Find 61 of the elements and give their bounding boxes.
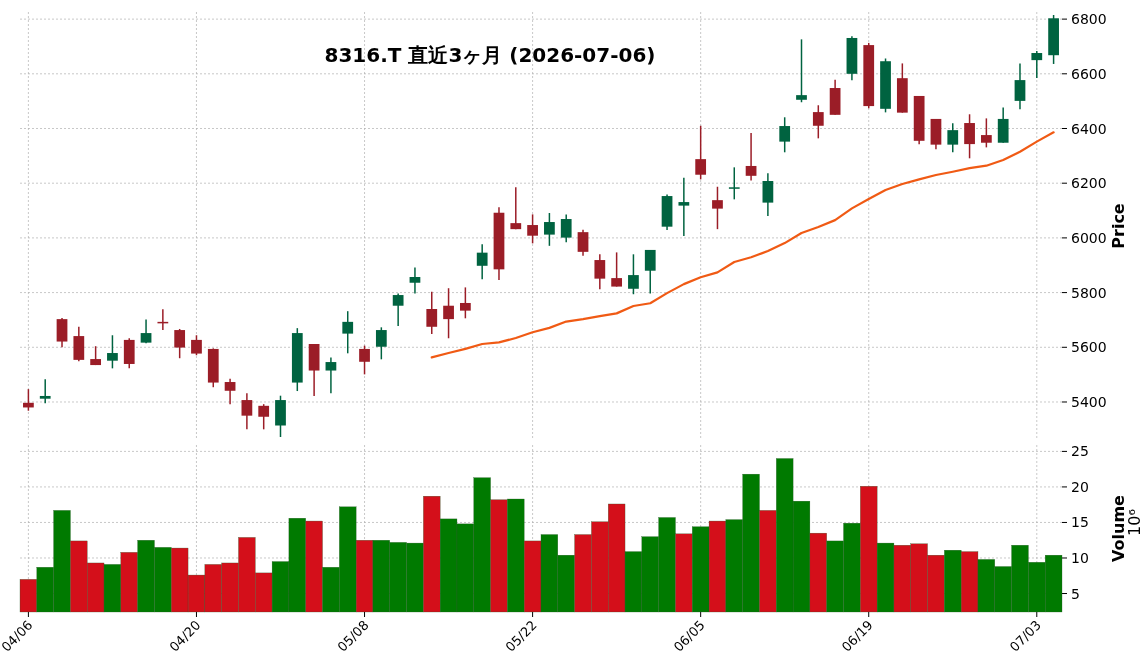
candlestick xyxy=(544,212,555,247)
candlestick xyxy=(426,291,438,335)
candlestick xyxy=(611,251,623,288)
candlestick xyxy=(73,326,85,362)
candlestick xyxy=(1014,62,1026,111)
candlestick xyxy=(527,213,538,245)
y-tick-label: 6000 xyxy=(1071,229,1107,246)
text: 8316.T 直近3ヶ月 (2026-07-06) xyxy=(324,43,656,67)
y-axis-title: Price xyxy=(1109,203,1128,249)
candlestick xyxy=(762,172,774,217)
candlestick xyxy=(577,228,589,257)
y-tick-label: 15 xyxy=(1071,514,1089,531)
candlestick xyxy=(947,122,959,154)
y-tick-label: 6600 xyxy=(1071,65,1107,82)
candlestick xyxy=(107,334,118,370)
y-tick-label: 5600 xyxy=(1071,339,1107,356)
candlestick xyxy=(678,176,690,237)
candlestick xyxy=(712,186,723,230)
candlestick xyxy=(459,286,471,320)
y-tick-label: 5400 xyxy=(1071,393,1107,410)
candlestick xyxy=(224,377,236,405)
candlestick xyxy=(325,356,337,394)
candlestick xyxy=(779,116,791,154)
candlestick xyxy=(174,328,186,359)
text: 10⁶ xyxy=(1125,509,1144,536)
candlestick xyxy=(745,132,757,182)
candlestick xyxy=(997,106,1009,144)
candlestick xyxy=(258,403,270,431)
candlestick xyxy=(191,334,202,356)
candlestick xyxy=(510,186,522,230)
candlestick xyxy=(39,378,51,405)
line-series xyxy=(430,131,1055,359)
candlestick xyxy=(560,213,572,244)
candlestick xyxy=(476,243,488,280)
candlestick xyxy=(980,117,992,149)
candlestick xyxy=(392,292,404,327)
candlestick xyxy=(409,266,421,295)
candlestick xyxy=(644,249,656,295)
candlestick xyxy=(728,166,740,201)
y-tick-label: 5800 xyxy=(1071,284,1107,301)
candlestick xyxy=(1031,50,1043,79)
candlestick xyxy=(342,310,354,355)
candlestick xyxy=(628,253,639,295)
y-tick-label: 5 xyxy=(1071,585,1080,602)
y-tick-label: 10 xyxy=(1071,549,1089,566)
candlestick xyxy=(695,125,707,181)
y-tick-label: 6800 xyxy=(1071,11,1107,28)
y-tick-label: 6400 xyxy=(1071,120,1107,137)
candlestick xyxy=(359,344,370,376)
candlestick xyxy=(375,326,387,361)
y-tick-label: 25 xyxy=(1071,443,1089,460)
candlestick xyxy=(56,317,68,349)
candlestick xyxy=(443,287,454,340)
y-axis-title: Volume xyxy=(1109,494,1128,562)
candlestick xyxy=(964,113,975,160)
y-tick-label: 6200 xyxy=(1071,175,1107,192)
candlestick xyxy=(241,392,253,431)
y-tick-label: 20 xyxy=(1071,478,1089,495)
candlestick xyxy=(594,253,606,291)
candlestick xyxy=(812,104,824,140)
candlestick xyxy=(796,38,807,103)
